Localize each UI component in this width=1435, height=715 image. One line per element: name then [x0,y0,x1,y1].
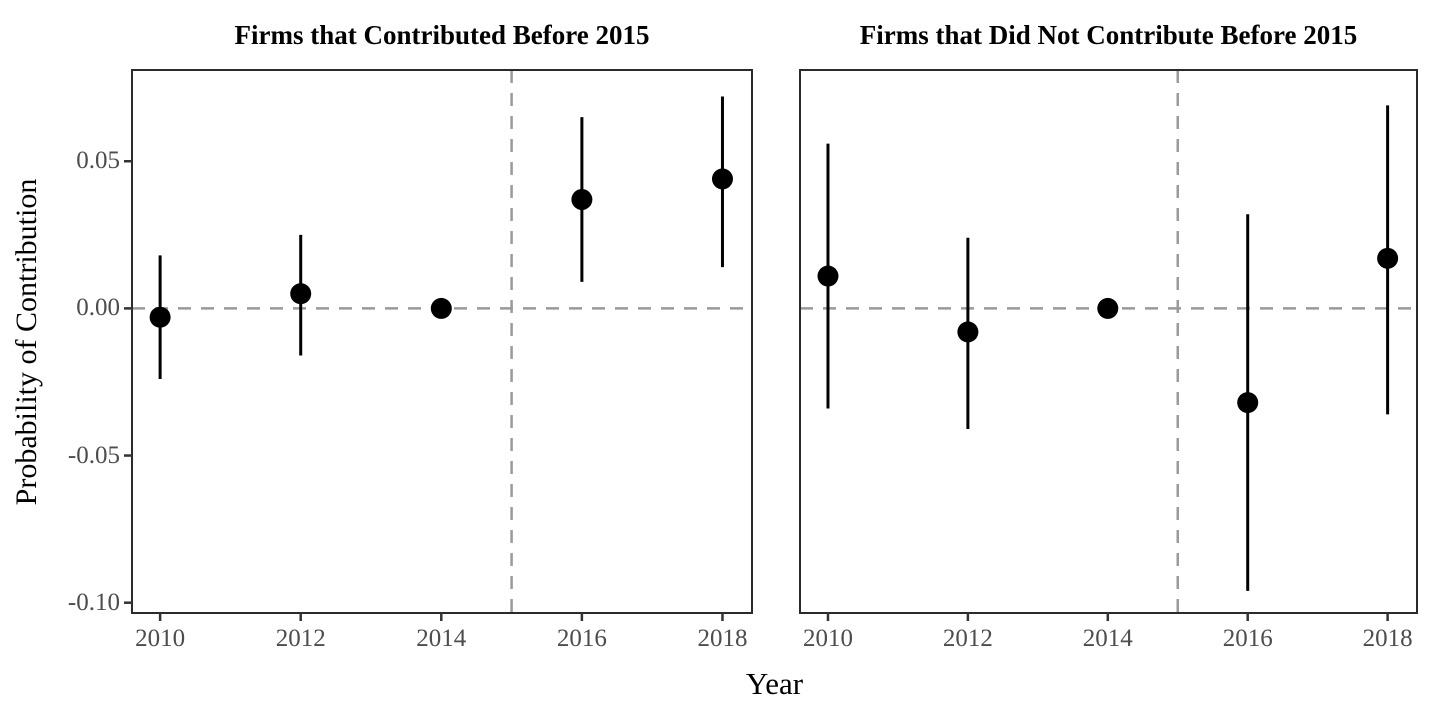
panel-title-contributed: Firms that Contributed Before 2015 [234,20,650,50]
point-estimate-marker [817,265,839,287]
point-estimate-marker [1097,297,1119,319]
x-tick-label: 2014 [416,625,467,652]
point-estimate-marker [430,297,452,319]
panel-border [131,69,753,614]
y-tick-label: -0.10 [67,588,120,616]
x-tick-label: 2018 [697,625,748,652]
point-estimate-marker [1237,392,1259,414]
y-tick-label: -0.05 [67,441,120,469]
x-tick-label: 2016 [556,625,607,652]
x-tick-label: 2012 [942,625,993,652]
point-estimate-marker [571,188,593,210]
point-estimate-marker [1377,247,1399,269]
point-estimate-marker [711,168,733,190]
y-tick-label: 0.00 [76,294,120,322]
y-tick-label: 0.05 [76,147,120,175]
x-tick-label: 2012 [275,625,326,652]
point-estimate-marker [957,321,979,343]
x-axis-title: Year [745,666,804,701]
x-tick-label: 2014 [1082,625,1133,652]
x-tick-label: 2010 [135,625,186,652]
x-tick-label: 2010 [802,625,853,652]
panel-border [799,69,1418,614]
point-estimate-marker [290,283,312,305]
point-estimate-marker [149,306,171,328]
x-tick-label: 2016 [1222,625,1273,652]
panel-title-not-contributed: Firms that Did Not Contribute Before 201… [859,20,1358,50]
x-tick-label: 2018 [1362,625,1413,652]
